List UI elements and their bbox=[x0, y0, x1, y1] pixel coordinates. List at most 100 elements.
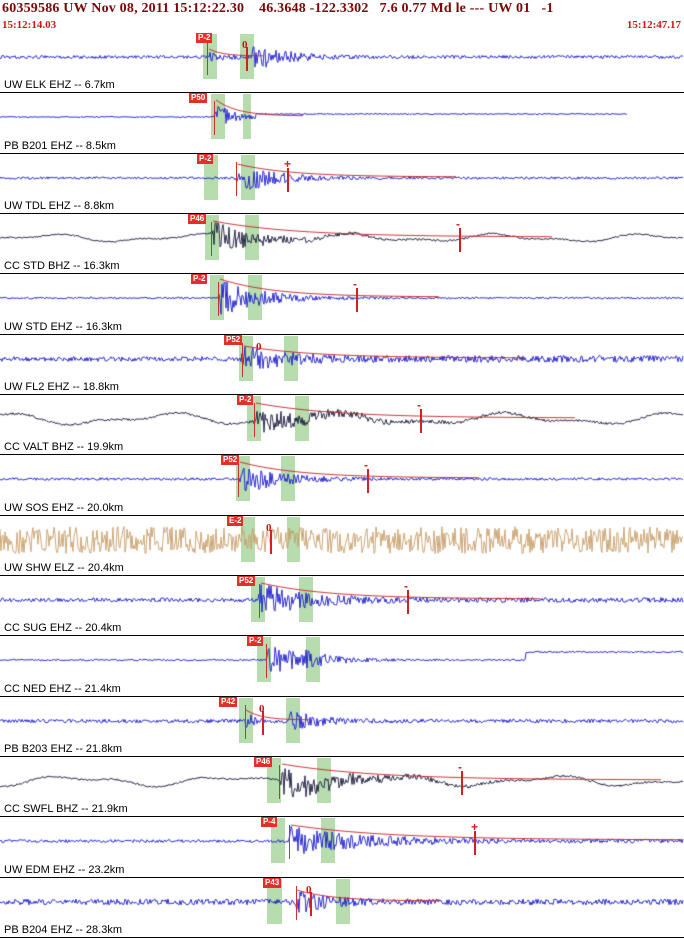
waveform-trace[interactable] bbox=[0, 93, 684, 153]
marker-sign: + bbox=[471, 820, 479, 835]
waveform-trace[interactable] bbox=[0, 394, 684, 455]
trace-row: P52 0 UW FL2 EHZ -- 18.8km bbox=[0, 334, 684, 395]
amplitude-marker[interactable] bbox=[356, 288, 358, 313]
trace-row: E-2 0 UW SHW ELZ -- 20.4km bbox=[0, 515, 684, 576]
amplitude-marker[interactable] bbox=[407, 589, 409, 614]
event-header: 60359586 UW Nov 08, 2011 15:12:22.30 46.… bbox=[0, 0, 684, 33]
pick-flag[interactable]: P-2 bbox=[247, 636, 264, 647]
trace-row: P-2 + UW TDL EHZ -- 8.8km bbox=[0, 153, 684, 214]
marker-sign: - bbox=[404, 578, 408, 593]
station-label: UW ELK EHZ -- 6.7km bbox=[4, 79, 115, 92]
pick-time-line[interactable] bbox=[254, 402, 255, 437]
trace-row: P-2 0 UW ELK EHZ -- 6.7km bbox=[0, 33, 684, 94]
pick-time-line[interactable] bbox=[218, 282, 219, 317]
pick-flag[interactable]: P43 bbox=[263, 877, 282, 888]
marker-sign: - bbox=[364, 458, 368, 473]
amplitude-marker[interactable] bbox=[270, 529, 272, 554]
marker-sign: + bbox=[284, 156, 292, 171]
waveform-trace[interactable] bbox=[0, 213, 684, 274]
station-label: PB B201 EHZ -- 8.5km bbox=[4, 139, 116, 152]
amplitude-marker[interactable] bbox=[367, 469, 369, 494]
trace-row: P46 - CC SWFL BHZ -- 21.9km bbox=[0, 756, 684, 818]
pick-flag[interactable]: P52 bbox=[224, 334, 243, 345]
pick-time-line[interactable] bbox=[242, 342, 243, 377]
amplitude-marker[interactable] bbox=[461, 770, 463, 795]
station-label: CC SWFL BHZ -- 21.9km bbox=[4, 803, 128, 816]
waveform-trace[interactable] bbox=[0, 756, 684, 817]
waveform-trace[interactable] bbox=[0, 696, 684, 756]
trace-list: P-2 0 UW ELK EHZ -- 6.7km P50 PB B201 EHZ --… bbox=[0, 33, 684, 938]
pick-time-line[interactable] bbox=[289, 825, 290, 860]
event-summary: 60359586 UW Nov 08, 2011 15:12:22.30 46.… bbox=[2, 1, 554, 16]
trace-row: P46 - CC STD BHZ -- 16.3km bbox=[0, 213, 684, 275]
pick-time-line[interactable] bbox=[245, 704, 246, 739]
station-label: UW EDM EHZ -- 23.2km bbox=[4, 863, 125, 876]
waveform-trace[interactable] bbox=[0, 575, 684, 636]
station-label: UW FL2 EHZ -- 18.8km bbox=[4, 380, 119, 393]
amplitude-marker[interactable] bbox=[474, 831, 476, 856]
pick-flag[interactable]: P-2 bbox=[196, 33, 213, 43]
zero-weight-label: 0 bbox=[256, 340, 262, 353]
pick-time-line[interactable] bbox=[211, 221, 212, 256]
trace-row: P-2 - CC VALT BHZ -- 19.9km bbox=[0, 394, 684, 456]
pick-time-line[interactable] bbox=[236, 161, 237, 196]
trace-row: P52 - UW SOS EHZ -- 20.0km bbox=[0, 455, 684, 516]
waveform-trace[interactable] bbox=[0, 455, 684, 515]
station-label: PB B204 EHZ -- 28.3km bbox=[4, 923, 122, 936]
station-label: UW SOS EHZ -- 20.0km bbox=[4, 501, 124, 514]
pick-time-line[interactable] bbox=[238, 463, 239, 498]
pick-flag[interactable]: P52 bbox=[237, 575, 256, 586]
waveform-trace[interactable] bbox=[0, 877, 684, 937]
amplitude-marker[interactable] bbox=[287, 167, 289, 192]
amplitude-marker[interactable] bbox=[310, 891, 312, 916]
waveform-trace[interactable] bbox=[0, 515, 684, 575]
window-end-time: 15:12:47.17 bbox=[626, 19, 681, 31]
trace-row: P-2 CC NED EHZ -- 21.4km bbox=[0, 636, 684, 697]
trace-row: P42 0 PB B203 EHZ -- 21.8km bbox=[0, 696, 684, 757]
zero-weight-label: 0 bbox=[242, 39, 248, 51]
pick-flag[interactable]: P-4 bbox=[261, 817, 278, 828]
station-label: UW STD EHZ -- 16.3km bbox=[4, 320, 122, 333]
marker-sign: - bbox=[458, 759, 462, 774]
pick-time-line[interactable] bbox=[207, 41, 208, 75]
marker-sign: - bbox=[353, 277, 357, 292]
station-label: CC NED EHZ -- 21.4km bbox=[4, 682, 121, 695]
pick-flag[interactable]: P-2 bbox=[237, 394, 254, 405]
pick-flag[interactable]: P46 bbox=[188, 213, 207, 224]
pick-time-line[interactable] bbox=[214, 101, 215, 136]
pick-flag[interactable]: P42 bbox=[219, 696, 238, 707]
waveform-trace[interactable] bbox=[0, 274, 684, 334]
trace-row: P50 PB B201 EHZ -- 8.5km bbox=[0, 93, 684, 154]
waveform-trace[interactable] bbox=[0, 636, 684, 696]
waveform-trace[interactable] bbox=[0, 817, 684, 877]
pick-time-line[interactable] bbox=[266, 644, 267, 679]
window-start-time: 15:12:14.03 bbox=[2, 19, 57, 31]
station-label: UW TDL EHZ -- 8.8km bbox=[4, 199, 115, 212]
pick-time-line[interactable] bbox=[259, 583, 260, 618]
waveform-trace[interactable] bbox=[0, 153, 684, 213]
pick-flag[interactable]: P46 bbox=[254, 756, 273, 767]
trace-row: P-4 + UW EDM EHZ -- 23.2km bbox=[0, 817, 684, 878]
waveform-trace[interactable] bbox=[0, 334, 684, 394]
amplitude-marker[interactable] bbox=[459, 227, 461, 252]
waveform-trace[interactable] bbox=[0, 33, 684, 93]
marker-sign: - bbox=[456, 216, 460, 231]
trace-row: P-2 - UW STD EHZ -- 16.3km bbox=[0, 274, 684, 335]
pick-flag[interactable]: P-2 bbox=[197, 153, 214, 164]
pick-flag[interactable]: P50 bbox=[189, 93, 208, 104]
amplitude-marker[interactable] bbox=[262, 710, 264, 735]
zero-weight-label: 0 bbox=[259, 702, 265, 715]
amplitude-marker[interactable] bbox=[420, 408, 422, 433]
amplitude-marker[interactable] bbox=[246, 47, 248, 71]
station-label: CC SUG EHZ -- 20.4km bbox=[4, 622, 122, 635]
pick-time-line[interactable] bbox=[279, 764, 280, 799]
zero-weight-label: 0 bbox=[306, 883, 312, 896]
pick-flag[interactable]: P-2 bbox=[191, 274, 208, 285]
pick-flag[interactable]: E-2 bbox=[227, 515, 244, 526]
station-label: CC VALT BHZ -- 19.9km bbox=[4, 441, 124, 454]
station-label: UW SHW ELZ -- 20.4km bbox=[4, 561, 124, 574]
marker-sign: - bbox=[417, 397, 421, 412]
trace-row: P43 0 PB B204 EHZ -- 28.3km bbox=[0, 877, 684, 938]
pick-flag[interactable]: P52 bbox=[221, 455, 240, 466]
pick-time-line[interactable] bbox=[296, 885, 297, 920]
